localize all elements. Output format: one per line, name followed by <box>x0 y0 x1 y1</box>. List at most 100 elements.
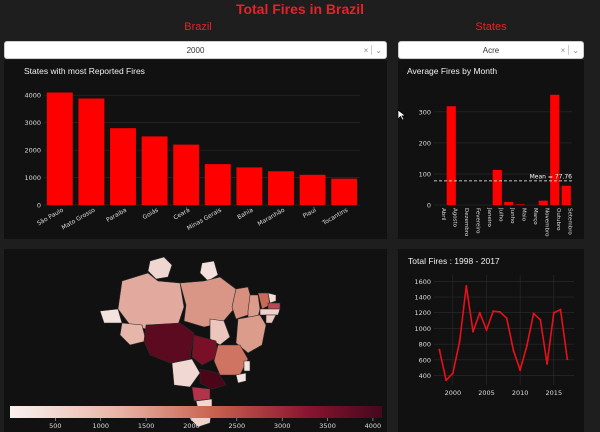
chevron-down-icon[interactable]: ⌄ <box>375 45 382 55</box>
bar <box>236 167 263 205</box>
bar <box>331 178 358 205</box>
page-title: Total Fires in Brazil <box>235 1 365 17</box>
data-point <box>519 369 522 372</box>
state-sao-paulo <box>199 368 227 390</box>
y-tick-label: 1600 <box>414 278 431 286</box>
line-chart-title: Total Fires : 1998 - 2017 <box>408 256 500 266</box>
x-tick-label: Bahia <box>236 207 254 222</box>
monthly-panel: Average Fires by Month 0 100 200 300 Abril Ag… <box>398 60 584 239</box>
x-tick-label: Paraiba <box>105 207 128 224</box>
divider <box>568 45 570 55</box>
data-point <box>525 344 528 347</box>
clear-icon[interactable]: × <box>363 45 369 55</box>
x-tick-label: Mato Grosso <box>61 207 97 232</box>
bar <box>550 94 560 205</box>
data-point <box>498 310 501 313</box>
state-tocantins <box>209 318 231 346</box>
state-roraima <box>147 256 173 280</box>
colorbar-ticks: 500 1000 1500 2000 2500 3000 3500 4000 <box>49 418 381 430</box>
x-tick-label: Fevereiro <box>474 208 480 234</box>
x-tick-label: Dezembro <box>463 208 469 237</box>
data-point <box>546 362 549 365</box>
y-tick-label: 4000 <box>24 92 41 100</box>
y-tick-label: 400 <box>419 372 431 380</box>
colorbar-tick-label: 4000 <box>365 422 382 430</box>
state-ceara <box>257 292 271 310</box>
brazil-map[interactable]: 500 1000 1500 2000 2500 3000 3500 4000 <box>4 249 387 432</box>
state-parana <box>191 386 211 402</box>
x-tick-label: Piauí <box>302 207 318 220</box>
bar <box>492 169 502 205</box>
state-minas-gerais <box>213 344 249 376</box>
month-chart: 0 100 200 300 Abril Agosto Dezembro Fevereiro Ja… <box>419 94 573 237</box>
data-point <box>505 317 508 320</box>
state-amazonas <box>117 272 185 332</box>
x-tick-label: Maio <box>520 208 526 222</box>
state-para <box>179 276 237 328</box>
year-select-value: 2000 <box>186 45 205 55</box>
x-tick-label: Maranhão <box>257 207 287 228</box>
mean-label: Mean = 77.76 <box>530 173 573 180</box>
top-states-panel: States with most Reported Fires 0 1000 200… <box>4 60 387 239</box>
colorbar-tick-label: 2000 <box>183 422 200 430</box>
data-point <box>532 312 535 315</box>
state-dropdown[interactable]: Acre × ⌄ <box>398 41 584 59</box>
x-tick-label: Janeiro <box>486 207 492 228</box>
bar <box>173 144 200 205</box>
x-tick-label: Tocantins <box>321 207 350 228</box>
x-tick-label: Abril <box>440 208 446 221</box>
yearly-panel: Total Fires : 1998 - 2017 400 600 800 1000 1… <box>398 249 584 432</box>
month-chart-title: Average Fires by Month <box>407 66 498 76</box>
x-tick-label: 2005 <box>478 389 495 397</box>
state-mato-grosso-do-sul <box>171 358 201 388</box>
colorbar-tick-label: 1500 <box>138 422 155 430</box>
y-tick-label: 3000 <box>24 119 41 127</box>
state-mato-grosso <box>143 322 195 364</box>
year-dropdown[interactable]: 2000 × ⌄ <box>4 41 387 59</box>
data-point <box>451 372 454 375</box>
clear-icon[interactable]: × <box>560 45 566 55</box>
y-tick-label: 1200 <box>414 309 431 317</box>
state-pernambuco <box>259 308 281 316</box>
state-rio-grande-do-norte <box>267 292 277 304</box>
x-tick-label: Agosto <box>451 208 457 228</box>
data-point <box>478 311 481 314</box>
state-rondonia <box>119 322 147 346</box>
brazil-header: Brazil <box>184 21 212 33</box>
state-paraiba <box>267 302 281 310</box>
chevron-down-icon[interactable]: ⌄ <box>572 45 579 55</box>
map-panel: 500 1000 1500 2000 2500 3000 3500 4000 <box>4 249 387 432</box>
bar <box>204 164 231 205</box>
x-tick-label: Novembro <box>543 208 549 237</box>
state-acre <box>99 308 123 324</box>
x-tick-label: Setembro <box>566 208 572 235</box>
y-tick-label: 1000 <box>24 174 41 182</box>
x-tick-label: 2000 <box>445 389 462 397</box>
bar <box>268 171 294 205</box>
state-goias <box>191 334 219 366</box>
bar-chart-title: States with most Reported Fires <box>24 66 145 76</box>
y-tick-label: 1400 <box>414 294 431 302</box>
colorbar <box>10 406 382 418</box>
x-tick-label: Março <box>532 208 538 225</box>
y-tick-label: 300 <box>419 108 431 116</box>
bar <box>141 136 168 205</box>
bar <box>515 204 525 205</box>
colorbar-tick-label: 2500 <box>229 422 246 430</box>
y-tick-label: 200 <box>419 139 431 147</box>
data-point <box>465 285 468 287</box>
colorbar-tick-label: 1000 <box>92 422 109 430</box>
x-tick-label: 2010 <box>512 389 529 397</box>
y-tick-label: 1000 <box>414 325 431 333</box>
x-tick-label: Outubro <box>555 208 561 231</box>
y-tick-label: 800 <box>419 341 431 349</box>
data-point <box>472 330 475 333</box>
divider <box>371 45 373 55</box>
bar <box>46 92 73 205</box>
bar <box>78 98 105 205</box>
y-tick-label: 100 <box>419 170 431 178</box>
bar <box>110 128 136 205</box>
mouse-cursor-icon <box>397 109 407 121</box>
